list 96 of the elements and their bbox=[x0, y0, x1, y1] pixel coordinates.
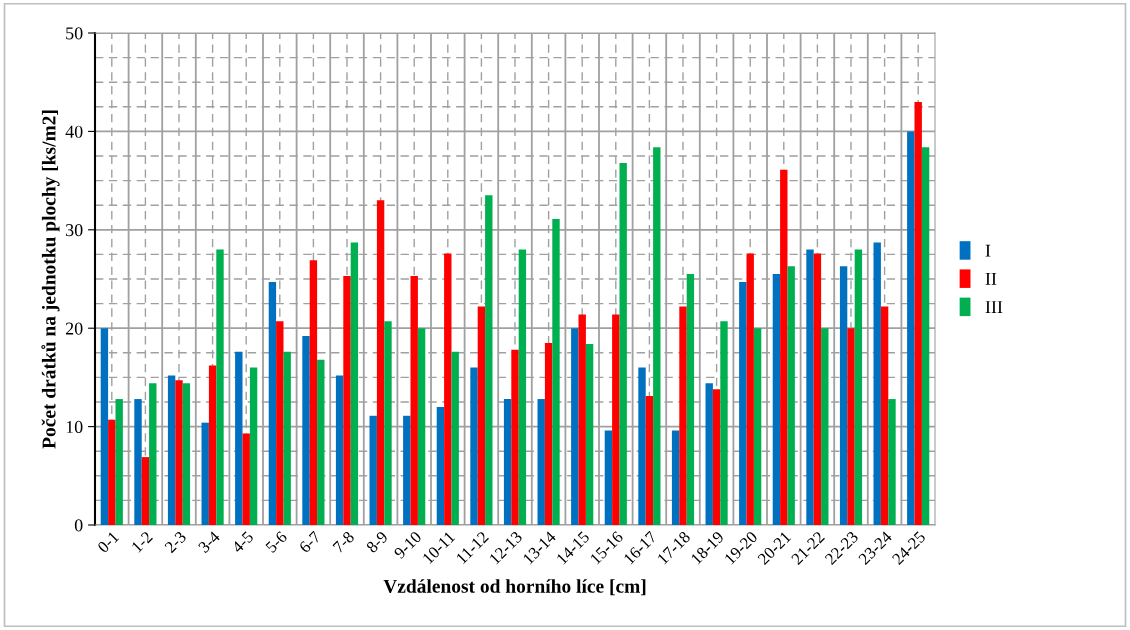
bar bbox=[268, 281, 277, 525]
bar bbox=[201, 422, 209, 525]
bar bbox=[302, 336, 310, 525]
x-tick-label: 9-10 bbox=[393, 530, 423, 560]
bar bbox=[921, 147, 930, 525]
bar bbox=[343, 276, 351, 525]
bar bbox=[544, 342, 553, 525]
bar bbox=[578, 314, 586, 525]
bar bbox=[888, 399, 896, 525]
x-tick-label: 5-6 bbox=[265, 530, 288, 554]
bar bbox=[686, 274, 695, 525]
bar bbox=[134, 399, 142, 525]
bar bbox=[914, 101, 922, 525]
bar bbox=[115, 399, 123, 525]
bar bbox=[216, 249, 224, 525]
bar bbox=[350, 242, 359, 525]
bar bbox=[780, 169, 788, 525]
y-tick-label: 20 bbox=[65, 322, 83, 335]
bar bbox=[679, 306, 687, 525]
x-tick-label: 1-2 bbox=[131, 530, 153, 553]
x-tick-label: 0-1 bbox=[96, 530, 120, 554]
bar bbox=[585, 343, 594, 525]
x-tick-label: 7-8 bbox=[332, 530, 355, 554]
x-axis-title: Vzdálenost od horního líce [cm] bbox=[383, 579, 646, 596]
bar bbox=[806, 249, 814, 525]
bar bbox=[712, 389, 721, 525]
bar bbox=[283, 351, 291, 525]
bar bbox=[638, 367, 646, 525]
legend-label: III bbox=[985, 301, 1003, 313]
bar bbox=[604, 430, 613, 525]
bar bbox=[772, 274, 781, 525]
bar bbox=[552, 218, 560, 525]
bar bbox=[309, 260, 318, 525]
bar bbox=[671, 430, 680, 525]
bar bbox=[417, 328, 426, 525]
y-tick-label: 30 bbox=[66, 224, 83, 237]
bar bbox=[854, 249, 863, 525]
bar bbox=[167, 375, 176, 525]
bar bbox=[410, 276, 418, 525]
bar bbox=[182, 383, 191, 525]
bar bbox=[242, 433, 250, 525]
bar bbox=[141, 457, 150, 525]
bar bbox=[873, 242, 881, 525]
bar bbox=[705, 383, 713, 525]
bar bbox=[208, 365, 217, 525]
bar bbox=[571, 328, 579, 525]
bar bbox=[436, 406, 445, 525]
bar bbox=[369, 415, 377, 525]
bar bbox=[108, 419, 116, 525]
y-tick-label: 0 bbox=[74, 519, 83, 532]
x-tick-label: 4-5 bbox=[231, 530, 255, 554]
bar bbox=[175, 380, 183, 525]
bar bbox=[746, 253, 754, 525]
bar bbox=[821, 328, 829, 525]
bar bbox=[619, 162, 627, 525]
bar bbox=[444, 253, 452, 525]
bar bbox=[907, 131, 915, 525]
bar bbox=[880, 306, 889, 525]
bar bbox=[612, 314, 620, 525]
bar bbox=[753, 328, 762, 525]
y-tick-label: 40 bbox=[65, 125, 83, 138]
bar bbox=[335, 375, 344, 525]
bar bbox=[100, 328, 109, 525]
bar bbox=[645, 396, 654, 525]
y-axis-title: Počet drátků na jednotku plochy [ks/m2] bbox=[41, 110, 60, 449]
x-tick-label: 6-7 bbox=[298, 530, 322, 554]
x-tick-label: 3-4 bbox=[197, 530, 221, 554]
bar bbox=[470, 367, 478, 525]
bar bbox=[317, 359, 325, 525]
bar bbox=[720, 321, 728, 525]
bar bbox=[376, 200, 385, 525]
bar bbox=[384, 321, 392, 525]
bar bbox=[847, 328, 855, 525]
bar bbox=[787, 266, 795, 525]
bar bbox=[511, 349, 519, 525]
bar bbox=[451, 351, 459, 525]
x-tick-label: 8-9 bbox=[365, 530, 389, 554]
x-tick-label: 2-3 bbox=[164, 530, 187, 554]
bar bbox=[235, 351, 243, 525]
bar bbox=[518, 249, 527, 525]
bar bbox=[839, 266, 848, 525]
bar bbox=[276, 321, 284, 525]
bar bbox=[249, 367, 258, 525]
bar bbox=[537, 399, 545, 525]
bar bbox=[503, 399, 512, 525]
bar bbox=[739, 281, 747, 525]
legend-label: II bbox=[985, 272, 997, 285]
legend-label: I bbox=[985, 244, 991, 257]
bar bbox=[403, 415, 411, 525]
bar bbox=[149, 383, 157, 525]
bar bbox=[653, 147, 661, 525]
y-tick-label: 10 bbox=[66, 420, 83, 434]
bar bbox=[485, 195, 493, 525]
bar bbox=[813, 253, 822, 525]
y-tick-label: 50 bbox=[66, 27, 83, 40]
bar bbox=[477, 306, 486, 525]
